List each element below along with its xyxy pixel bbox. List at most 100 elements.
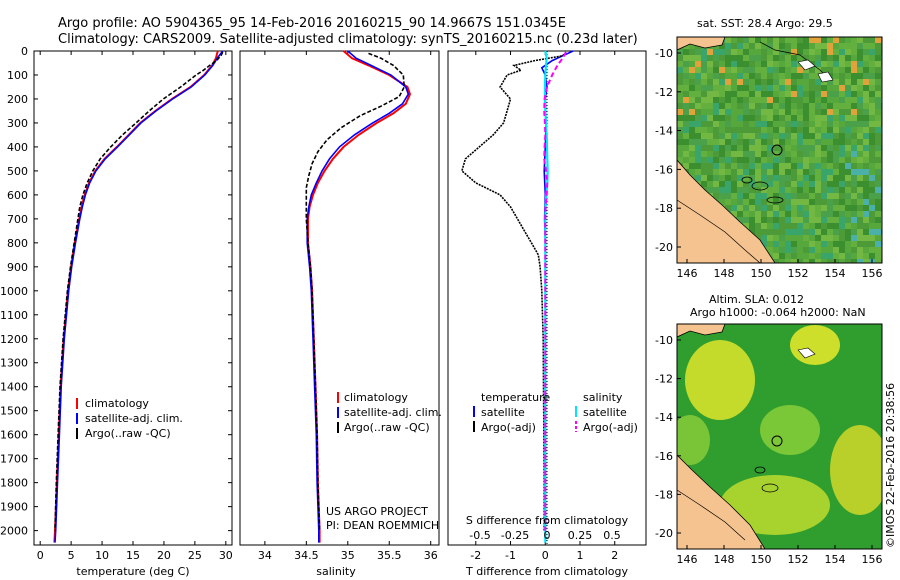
sst-cell <box>845 217 851 223</box>
sst-cell <box>719 49 725 55</box>
depth-tick-label: 800 <box>7 237 28 250</box>
sst-cell <box>833 103 839 109</box>
sst-cell <box>779 229 785 235</box>
sst-cell <box>677 85 683 91</box>
sst-cell <box>707 109 713 115</box>
sst-cell <box>689 85 695 91</box>
sst-cell <box>797 253 803 259</box>
sst-cell <box>815 181 821 187</box>
sst-cell <box>857 85 863 91</box>
sst-cell <box>785 85 791 91</box>
s-difference-scale: -0.5 -0.25 0 0.25 0.5 <box>469 529 620 542</box>
sst-cell <box>869 103 875 109</box>
sst-cell <box>803 169 809 175</box>
sst-cell <box>791 199 797 205</box>
sst-cell <box>863 97 869 103</box>
sst-cell <box>713 73 719 79</box>
sst-cell <box>689 55 695 61</box>
sst-cell <box>773 103 779 109</box>
x-tick-label: 36 <box>424 549 438 562</box>
sst-cell <box>875 211 881 217</box>
sst-cell <box>815 73 821 79</box>
lon-tick-label: 156 <box>862 553 883 566</box>
sst-cell <box>815 187 821 193</box>
sst-cell <box>773 79 779 85</box>
lat-tick-label: -20 <box>655 527 673 540</box>
sst-cell <box>683 133 689 139</box>
sst-cell <box>731 193 737 199</box>
sst-cell <box>731 55 737 61</box>
sst-cell <box>803 133 809 139</box>
sst-cell <box>689 157 695 163</box>
sst-cell <box>815 241 821 247</box>
depth-tick-label: 1500 <box>0 405 28 418</box>
sst-cell <box>875 79 881 85</box>
sst-cell <box>791 73 797 79</box>
sst-cell <box>863 211 869 217</box>
sst-cell <box>839 181 845 187</box>
sst-cell <box>749 115 755 121</box>
sst-cell <box>725 175 731 181</box>
sst-cell <box>779 121 785 127</box>
sst-cell <box>803 73 809 79</box>
sst-cell <box>869 157 875 163</box>
sst-cell <box>797 151 803 157</box>
sst-cell <box>701 169 707 175</box>
sst-cell <box>743 103 749 109</box>
lat-tick-label: -14 <box>655 411 673 424</box>
sst-cell <box>863 91 869 97</box>
sst-cell <box>839 205 845 211</box>
sst-cell <box>677 157 683 163</box>
sst-cell <box>785 259 791 263</box>
sst-cell <box>731 109 737 115</box>
sst-cell <box>707 49 713 55</box>
sst-cell <box>815 133 821 139</box>
sst-cell <box>809 73 815 79</box>
sst-cell <box>761 61 767 67</box>
sst-cell <box>863 253 869 259</box>
sst-cell <box>845 49 851 55</box>
sst-cell <box>839 235 845 241</box>
sst-cell <box>719 193 725 199</box>
sst-cell <box>707 121 713 127</box>
sst-cell <box>725 205 731 211</box>
sst-cell <box>743 145 749 151</box>
sst-cell <box>809 205 815 211</box>
sst-cell <box>725 127 731 133</box>
sst-cell <box>785 121 791 127</box>
sst-cell <box>809 103 815 109</box>
sst-cell <box>719 85 725 91</box>
sst-cell <box>833 181 839 187</box>
sst-cell <box>743 175 749 181</box>
sst-cell <box>839 223 845 229</box>
sst-cell <box>869 229 875 235</box>
sst-cell <box>755 157 761 163</box>
sst-cell <box>833 121 839 127</box>
sst-lon-ticks: 146 148 150 152 154 156 <box>677 259 883 280</box>
sst-cell <box>851 223 857 229</box>
sst-cell <box>737 109 743 115</box>
sst-cell <box>725 115 731 121</box>
sst-cell <box>803 49 809 55</box>
difference-panel: -2 -1 0 1 2 T difference from climatology S … <box>447 50 647 578</box>
sst-cell <box>851 151 857 157</box>
sst-cell <box>875 67 881 73</box>
sst-cell <box>743 133 749 139</box>
sst-cell <box>767 205 773 211</box>
sst-cell <box>803 181 809 187</box>
sst-cell <box>737 55 743 61</box>
sst-cell <box>827 139 833 145</box>
sst-cell <box>779 55 785 61</box>
sst-cell <box>863 145 869 151</box>
sst-cell <box>737 97 743 103</box>
sst-cell <box>701 91 707 97</box>
sst-cell <box>815 151 821 157</box>
depth-tick-label: 1100 <box>0 309 28 322</box>
sst-cell <box>815 91 821 97</box>
depth-tick-label: 1700 <box>0 453 28 466</box>
s-tick: 0.5 <box>603 529 621 542</box>
sst-cell <box>839 79 845 85</box>
sst-cell <box>827 169 833 175</box>
s-tick: -0.25 <box>501 529 529 542</box>
